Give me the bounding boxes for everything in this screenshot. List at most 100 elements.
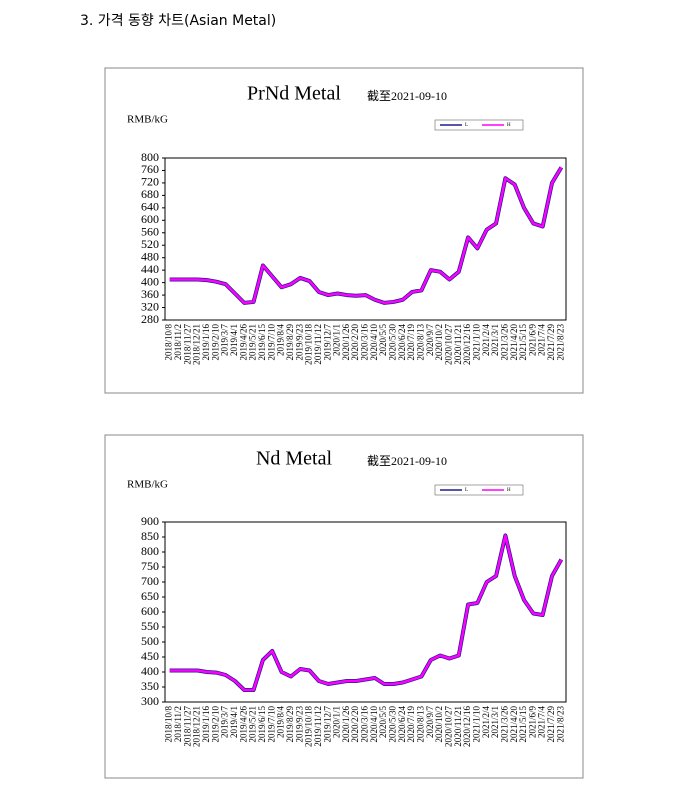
y-tick-label: 800 [141,150,159,164]
x-tick-label: 2019/8/4 [276,324,286,357]
y-tick-label: 440 [141,262,159,276]
y-tick-label: 480 [141,249,159,263]
x-tick-label: 2020/4/10 [369,324,379,361]
x-tick-label: 2021/8/23 [555,706,565,743]
y-axis-label: RMB/kG [127,479,168,491]
x-tick-label: 2020/1/26 [341,706,351,743]
x-tick-label: 2020/3/16 [360,706,370,743]
x-tick-label: 2018/11/27 [182,706,192,747]
x-tick-label: 2020/5/30 [388,706,398,743]
x-tick-label: 2021/2/4 [481,324,491,357]
y-tick-label: 760 [141,162,159,176]
y-tick-label: 300 [141,694,159,708]
y-tick-label: 800 [141,544,159,558]
x-tick-label: 2020/9/7 [425,324,435,357]
x-tick-label: 2021/7/4 [537,324,547,357]
x-tick-label: 2019/6/15 [257,324,267,361]
x-tick-label: 2021/5/15 [518,324,528,361]
chart-subtitle: 截至2021-09-10 [367,89,447,103]
x-tick-label: 2018/11/2 [173,706,183,742]
x-tick-label: 2019/12/7 [322,324,332,361]
y-tick-label: 500 [141,634,159,648]
x-tick-label: 2018/12/21 [192,706,202,747]
x-tick-label: 2018/11/27 [182,324,192,365]
x-tick-label: 2019/9/23 [294,324,304,361]
x-tick-label: 2021/4/20 [509,324,519,361]
x-tick-label: 2020/10/2 [434,324,444,361]
x-tick-label: 2021/4/20 [509,706,519,743]
x-tick-label: 2019/7/10 [266,324,276,361]
x-tick-label: 2021/7/29 [546,324,556,361]
chart-subtitle: 截至2021-09-10 [367,454,447,468]
legend-box [434,119,524,131]
plot-area [164,157,567,321]
x-tick-label: 2019/10/18 [304,324,314,366]
x-tick-label: 2019/1/16 [201,706,211,743]
x-tick-label: 2020/10/27 [443,706,453,748]
y-tick-label: 600 [141,212,159,226]
y-tick-label: 280 [141,312,159,326]
x-tick-label: 2021/3/26 [499,324,509,361]
x-tick-label: 2018/12/21 [192,324,202,365]
x-tick-label: 2020/10/2 [434,706,444,743]
y-tick-label: 560 [141,225,159,239]
x-tick-label: 2018/10/8 [164,324,174,361]
x-tick-label: 2021/7/4 [537,706,547,739]
x-tick-label: 2020/8/13 [416,706,426,743]
y-tick-label: 700 [141,574,159,588]
series-line [169,534,563,692]
x-tick-label: 2020/11/21 [453,706,463,747]
x-tick-label: 2020/2/20 [350,324,360,361]
y-tick-label: 750 [141,559,159,573]
x-tick-label: 2020/1/26 [341,324,351,361]
x-tick-label: 2020/4/10 [369,706,379,743]
x-tick-label: 2019/4/1 [229,706,239,738]
x-tick-label: 2020/1/1 [332,324,342,356]
x-tick-label: 2020/1/1 [332,706,342,738]
x-tick-label: 2019/12/7 [322,706,332,743]
x-tick-label: 2020/11/21 [453,324,463,365]
x-tick-label: 2019/11/12 [313,324,323,365]
chart: Nd Metal 截至2021-09-10 RMB/kG L H 300350400450… [104,434,584,779]
legend-label: L [465,123,468,128]
y-tick-label: 640 [141,200,159,214]
x-tick-label: 2018/10/8 [164,706,174,743]
x-tick-label: 2019/4/26 [238,706,248,743]
y-tick-label: 550 [141,619,159,633]
y-tick-label: 600 [141,604,159,618]
x-tick-label: 2019/8/29 [285,706,295,743]
x-tick-label: 2021/7/29 [546,706,556,743]
chart-title: PrNd Metal [247,83,341,105]
y-axis-label: RMB/kG [127,114,168,126]
x-tick-label: 2019/8/29 [285,324,295,361]
x-tick-label: 2020/7/19 [406,324,416,361]
legend-box [434,484,524,496]
chart-title: Nd Metal [256,448,333,470]
x-tick-label: 2021/6/9 [527,324,537,357]
x-tick-label: 2020/7/19 [406,706,416,743]
x-tick-label: 2019/5/21 [248,324,258,361]
x-tick-label: 2020/2/20 [350,706,360,743]
x-tick-label: 2020/8/13 [416,324,426,361]
y-tick-label: 900 [141,514,159,528]
x-tick-label: 2019/4/26 [238,324,248,361]
x-tick-label: 2020/5/30 [388,324,398,361]
x-tick-label: 2020/9/7 [425,706,435,739]
x-tick-label: 2019/7/10 [266,706,276,743]
legend-label: L [465,488,468,493]
x-tick-label: 2021/3/1 [490,706,500,738]
y-tick-label: 350 [141,679,159,693]
y-tick-label: 320 [141,299,159,313]
x-tick-label: 2021/5/15 [518,706,528,743]
x-tick-label: 2019/3/7 [220,706,230,739]
y-tick-label: 650 [141,589,159,603]
heading: 3. 가격 동향 차트(Asian Metal) [80,13,277,29]
x-tick-label: 2020/6/24 [397,324,407,361]
x-tick-label: 2018/11/2 [173,324,183,360]
legend-label: H [507,123,511,128]
x-tick-label: 2020/5/5 [378,706,388,739]
x-tick-label: 2019/10/18 [304,706,314,748]
y-tick-label: 450 [141,649,159,663]
